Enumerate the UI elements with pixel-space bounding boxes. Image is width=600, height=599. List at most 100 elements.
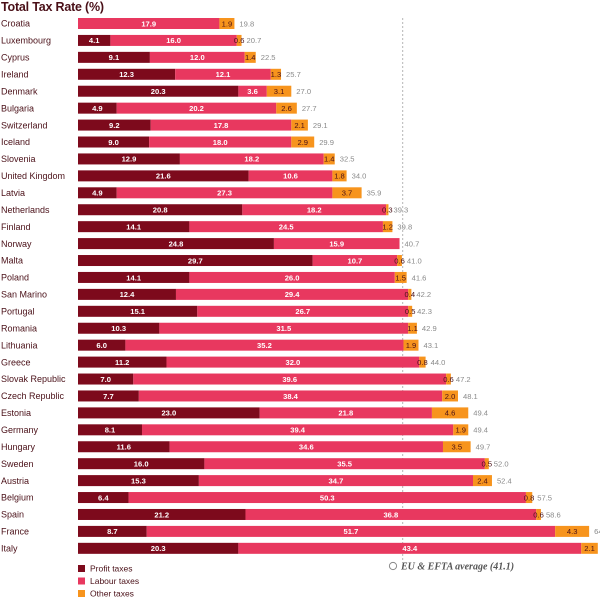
other-tax-bar	[536, 508, 541, 520]
other-tax-value: 0.6	[533, 510, 544, 519]
other-tax-value: 1.9	[406, 341, 417, 350]
profit-tax-bar	[78, 407, 260, 419]
other-tax-bar	[484, 458, 489, 470]
profit-tax-bar	[78, 153, 180, 165]
total-rate-value: 34.0	[352, 172, 367, 181]
total-rate-value: 41.0	[407, 256, 422, 265]
other-tax-value: 0.8	[524, 493, 535, 502]
labour-tax-value: 18.0	[213, 138, 228, 147]
labour-tax-value: 50.3	[320, 493, 335, 502]
profit-tax-bar	[78, 221, 190, 233]
labour-tax-value: 18.2	[307, 206, 322, 215]
other-tax-bar	[453, 424, 469, 436]
profit-tax-value: 12.3	[119, 70, 134, 79]
labour-tax-bar	[175, 288, 409, 300]
profit-tax-bar	[78, 34, 111, 46]
labour-tax-value: 12.0	[190, 53, 205, 62]
other-tax-bar	[397, 255, 402, 267]
labour-tax-value: 12.1	[216, 70, 232, 79]
other-tax-bar	[382, 221, 393, 233]
other-tax-bar	[408, 305, 413, 317]
labour-tax-value: 34.7	[329, 476, 344, 485]
profit-tax-bar	[78, 441, 170, 453]
profit-tax-bar	[78, 339, 126, 351]
total-rate-value: 43.1	[423, 341, 438, 350]
profit-tax-value: 9.1	[109, 53, 120, 62]
total-rate-value: 49.4	[473, 409, 488, 418]
labour-tax-bar	[110, 34, 237, 46]
other-tax-value: 4.6	[445, 409, 456, 418]
other-tax-bar	[555, 525, 590, 537]
total-rate-value: 39.8	[397, 222, 412, 231]
country-label: Czech Republic	[1, 391, 65, 401]
profit-tax-value: 7.7	[103, 392, 114, 401]
labour-tax-value: 21.8	[338, 409, 353, 418]
total-rate-value: 39.3	[393, 206, 408, 215]
country-label: Spain	[1, 510, 24, 520]
other-tax-bar	[332, 187, 362, 199]
legend-label: Profit taxes	[90, 564, 133, 574]
labour-tax-value: 39.4	[290, 426, 306, 435]
country-label: Belgium	[1, 493, 34, 503]
labour-tax-value: 17.8	[214, 121, 229, 130]
profit-tax-bar	[78, 458, 205, 470]
country-label: Italy	[1, 544, 18, 554]
other-tax-value: 3.1	[274, 87, 285, 96]
country-label: Slovenia	[1, 154, 36, 164]
labour-tax-value: 18.2	[244, 155, 259, 164]
country-label: United Kingdom	[1, 171, 65, 181]
other-tax-bar	[408, 288, 412, 300]
labour-tax-bar	[245, 508, 537, 520]
country-label: Estonia	[1, 408, 31, 418]
country-label: Croatia	[1, 19, 30, 29]
labour-tax-bar	[204, 458, 485, 470]
labour-tax-bar	[149, 51, 245, 63]
profit-tax-bar	[78, 390, 139, 402]
profit-tax-bar	[78, 492, 129, 504]
country-label: France	[1, 527, 29, 537]
profit-tax-bar	[78, 288, 176, 300]
profit-tax-bar	[78, 424, 142, 436]
profit-tax-value: 21.2	[154, 510, 169, 519]
profit-tax-value: 8.7	[107, 527, 118, 536]
other-tax-bar	[442, 441, 471, 453]
other-tax-value: 1.9	[455, 426, 466, 435]
total-rate-value: 49.7	[476, 443, 491, 452]
labour-tax-bar	[78, 18, 220, 29]
country-label: Greece	[1, 357, 31, 367]
total-rate-value: 57.5	[537, 493, 552, 502]
total-rate-value: 29.9	[319, 138, 334, 147]
profit-tax-value: 6.0	[96, 341, 107, 350]
total-rate-value: 48.1	[463, 392, 478, 401]
other-tax-value: 1.8	[334, 172, 345, 181]
profit-tax-value: 24.8	[169, 239, 184, 248]
total-rate-value: 44.0	[431, 358, 446, 367]
profit-tax-value: 15.3	[131, 476, 146, 485]
labour-tax-bar	[166, 356, 420, 368]
labour-tax-value: 36.8	[383, 510, 398, 519]
labour-tax-bar	[116, 102, 277, 114]
labour-tax-bar	[238, 542, 582, 554]
profit-tax-bar	[78, 255, 313, 267]
country-label: Norway	[1, 239, 32, 249]
profit-tax-bar	[78, 204, 243, 216]
profit-tax-value: 21.6	[156, 172, 171, 181]
profit-tax-value: 4.1	[89, 36, 100, 45]
legend-label: Labour taxes	[90, 576, 139, 586]
other-tax-bar	[332, 170, 347, 182]
country-label: Switzerland	[1, 120, 48, 130]
profit-tax-bar	[78, 373, 134, 385]
labour-tax-bar	[128, 492, 526, 504]
labour-tax-value: 20.2	[189, 104, 204, 113]
total-rate-value: 19.8	[239, 19, 254, 28]
total-rate-value: 29.1	[313, 121, 328, 130]
other-tax-value: 2.1	[294, 121, 305, 130]
other-tax-value: 1.1	[407, 324, 418, 333]
total-rate-value: 42.2	[416, 290, 431, 299]
legend-swatch	[78, 565, 85, 572]
labour-tax-value: 35.5	[337, 459, 353, 468]
other-tax-value: 1.9	[222, 19, 233, 28]
labour-tax-bar	[159, 322, 409, 334]
profit-tax-value: 10.3	[111, 324, 126, 333]
labour-tax-bar	[197, 305, 409, 317]
